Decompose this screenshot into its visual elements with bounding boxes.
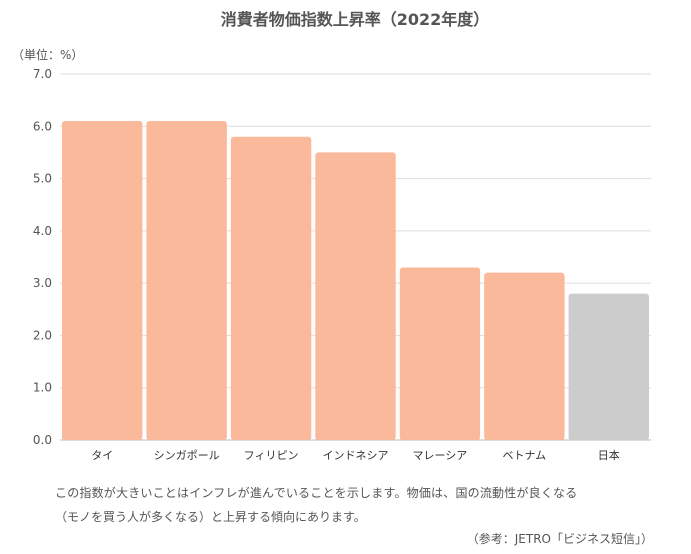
note-line-2: （モノを買う人が多くなる）と上昇する傾向にあります。 [55, 510, 366, 524]
bar-3 [315, 152, 396, 440]
x-category-label: 日本 [598, 448, 620, 462]
y-tick-label: 6.0 [33, 119, 52, 133]
y-tick-label: 4.0 [33, 224, 52, 238]
source-note: （参考：JETRO「ビジネス短信」） [466, 532, 653, 546]
x-category-label: フィリピン [244, 449, 299, 462]
x-axis-labels: タイ シンガポール フィリピン インドネシア マレーシア ベトナム 日本 [91, 448, 620, 462]
x-category-label: タイ [91, 449, 113, 462]
bar-0 [62, 121, 143, 441]
y-tick-label: 1.0 [33, 381, 52, 395]
y-tick-label: 0.0 [33, 433, 52, 447]
bar-5 [484, 272, 565, 440]
y-tick-label: 7.0 [33, 67, 52, 81]
bar-6 [568, 293, 649, 440]
x-category-label: マレーシア [413, 449, 468, 462]
x-category-label: ベトナム [503, 449, 547, 462]
chart-title: 消費者物価指数上昇率（2022年度） [221, 10, 490, 29]
note-line-1: この指数が大きいことはインフレが進んでいることを示します。物価は、国の流動性が良… [55, 486, 578, 500]
y-tick-label: 5.0 [33, 172, 52, 186]
y-tick-label: 3.0 [33, 276, 52, 290]
bar-2 [230, 136, 312, 440]
bar-1 [146, 121, 227, 441]
y-axis-ticks: 0.0 1.0 2.0 3.0 4.0 5.0 6.0 7.0 [33, 67, 52, 447]
x-category-label: シンガポール [154, 449, 220, 462]
bars [62, 121, 649, 441]
y-tick-label: 2.0 [33, 328, 52, 342]
unit-label: （単位：%） [12, 47, 83, 62]
x-category-label: インドネシア [323, 449, 389, 462]
bar-4 [399, 267, 481, 440]
